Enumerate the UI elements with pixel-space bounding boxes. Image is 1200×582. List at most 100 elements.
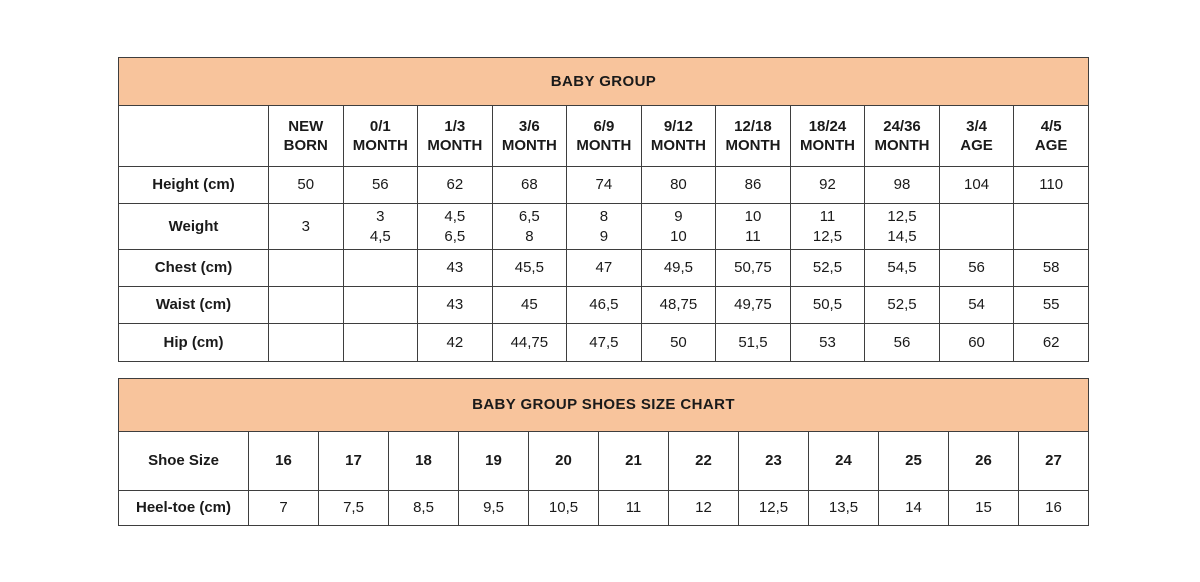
size-table-column-header-3: 3/6 MONTH	[491, 105, 568, 167]
size-table-row-label: Height (cm)	[118, 166, 269, 204]
size-table-cell-1-10	[1013, 203, 1089, 250]
shoes-table-cell-1-0: 7	[248, 490, 319, 526]
shoes-table-cell-0-1: 17	[318, 431, 389, 491]
size-table-row-label: Chest (cm)	[118, 249, 269, 287]
size-table-cell-0-0: 50	[268, 166, 344, 204]
size-table-cell-2-3: 45,5	[491, 249, 568, 287]
size-table-column-header-7: 18/24 MONTH	[789, 105, 866, 167]
shoes-table-cell-1-8: 13,5	[808, 490, 879, 526]
size-table-cell-2-2: 43	[417, 249, 493, 287]
size-table-cell-0-1: 56	[342, 166, 419, 204]
size-table-cell-4-0	[268, 323, 344, 362]
size-table-cell-2-8: 54,5	[864, 249, 940, 287]
size-table-cell-2-1	[342, 249, 419, 287]
shoes-table-row-label: Shoe Size	[118, 431, 249, 491]
size-table-cell-2-0	[268, 249, 344, 287]
size-table-cell-3-2: 43	[417, 286, 493, 324]
size-table-row-label: Waist (cm)	[118, 286, 269, 324]
size-table-row-label: Hip (cm)	[118, 323, 269, 362]
size-table-cell-2-10: 58	[1013, 249, 1089, 287]
baby-group-shoes-table: BABY GROUP SHOES SIZE CHART Shoe Size 16 1…	[118, 378, 1089, 526]
size-table-cell-4-4: 47,5	[566, 323, 642, 362]
shoes-table-row-label: Heel-toe (cm)	[118, 490, 249, 526]
baby-group-size-table: BABY GROUP NEW BORN 0/1 MONTH 1/3 MONTH 3/6…	[118, 57, 1089, 362]
size-table-row: Height (cm) 50 56 62 68 74 80 86 92 98 104 110	[118, 166, 1089, 204]
size-table-column-header-6: 12/18 MONTH	[715, 105, 791, 167]
size-table-cell-1-6: 10 11	[715, 203, 791, 250]
size-table-cell-1-3: 6,5 8	[491, 203, 568, 250]
size-table-cell-4-6: 51,5	[715, 323, 791, 362]
size-table-column-header-4: 6/9 MONTH	[566, 105, 642, 167]
size-table-cell-4-7: 53	[789, 323, 866, 362]
shoes-table-cell-0-3: 19	[458, 431, 529, 491]
size-table-cell-0-3: 68	[491, 166, 568, 204]
size-table-cell-4-8: 56	[864, 323, 940, 362]
size-table-cell-1-9	[938, 203, 1015, 250]
shoes-table-cell-1-6: 12	[668, 490, 739, 526]
size-table-row: Chest (cm) 43 45,5 47 49,5 50,75 52,5 54,5 56 58	[118, 249, 1089, 287]
shoes-table-cell-0-6: 22	[668, 431, 739, 491]
size-table-cell-3-1	[342, 286, 419, 324]
size-table-cell-3-3: 45	[491, 286, 568, 324]
size-table-cell-4-5: 50	[640, 323, 717, 362]
shoes-table-cell-0-7: 23	[738, 431, 809, 491]
size-table-row: Hip (cm) 42 44,75 47,5 50 51,5 53 56 60 62	[118, 323, 1089, 362]
size-table-cell-2-6: 50,75	[715, 249, 791, 287]
size-table-cell-3-9: 54	[938, 286, 1015, 324]
size-table-cell-1-2: 4,5 6,5	[417, 203, 493, 250]
size-table-cell-1-8: 12,5 14,5	[864, 203, 940, 250]
size-table-row-label: Weight	[118, 203, 269, 250]
size-table-corner-cell	[118, 105, 269, 167]
size-table-cell-1-5: 9 10	[640, 203, 717, 250]
shoes-table-row: Shoe Size 16 17 18 19 20 21 22 23 24 25 26 27	[118, 431, 1089, 491]
size-table-cell-0-4: 74	[566, 166, 642, 204]
shoes-table-cell-1-1: 7,5	[318, 490, 389, 526]
size-table-cell-3-10: 55	[1013, 286, 1089, 324]
size-table-cell-3-8: 52,5	[864, 286, 940, 324]
size-table-cell-4-2: 42	[417, 323, 493, 362]
size-table-cell-4-10: 62	[1013, 323, 1089, 362]
size-table-column-header-1: 0/1 MONTH	[342, 105, 419, 167]
shoes-table-cell-1-11: 16	[1018, 490, 1089, 526]
baby-group-table-title: BABY GROUP	[118, 57, 1089, 106]
size-table-cell-3-5: 48,75	[640, 286, 717, 324]
size-table-cell-1-4: 8 9	[566, 203, 642, 250]
size-table-cell-2-4: 47	[566, 249, 642, 287]
shoes-table-cell-1-3: 9,5	[458, 490, 529, 526]
shoes-table-cell-1-4: 10,5	[528, 490, 599, 526]
size-table-cell-0-6: 86	[715, 166, 791, 204]
shoes-table-cell-1-7: 12,5	[738, 490, 809, 526]
size-table-cell-0-5: 80	[640, 166, 717, 204]
shoes-table-row: Heel-toe (cm) 7 7,5 8,5 9,5 10,5 11 12 12,5 13,5 1…	[118, 490, 1089, 526]
size-table-cell-3-7: 50,5	[789, 286, 866, 324]
size-table-cell-4-9: 60	[938, 323, 1015, 362]
size-table-column-header-5: 9/12 MONTH	[640, 105, 717, 167]
size-table-cell-3-0	[268, 286, 344, 324]
size-table-cell-3-4: 46,5	[566, 286, 642, 324]
size-table-cell-0-7: 92	[789, 166, 866, 204]
size-table-cell-1-1: 3 4,5	[342, 203, 419, 250]
shoes-table-cell-0-8: 24	[808, 431, 879, 491]
size-table-cell-1-7: 11 12,5	[789, 203, 866, 250]
size-table-cell-1-0: 3	[268, 203, 344, 250]
shoes-table-cell-0-4: 20	[528, 431, 599, 491]
shoes-table-title: BABY GROUP SHOES SIZE CHART	[118, 378, 1089, 432]
size-table-column-header-0: NEW BORN	[268, 105, 344, 167]
size-table-cell-0-10: 110	[1013, 166, 1089, 204]
size-table-header-row: NEW BORN 0/1 MONTH 1/3 MONTH 3/6 MONTH 6/9 M…	[118, 105, 1089, 167]
size-table-cell-2-5: 49,5	[640, 249, 717, 287]
shoes-table-cell-1-10: 15	[948, 490, 1019, 526]
shoes-table-cell-1-2: 8,5	[388, 490, 459, 526]
size-table-column-header-2: 1/3 MONTH	[417, 105, 493, 167]
size-table-cell-0-2: 62	[417, 166, 493, 204]
size-table-cell-4-1	[342, 323, 419, 362]
size-table-column-header-9: 3/4 AGE	[938, 105, 1015, 167]
size-table-cell-4-3: 44,75	[491, 323, 568, 362]
size-table-cell-2-7: 52,5	[789, 249, 866, 287]
size-table-cell-3-6: 49,75	[715, 286, 791, 324]
shoes-table-cell-0-0: 16	[248, 431, 319, 491]
shoes-table-cell-0-9: 25	[878, 431, 949, 491]
size-table-column-header-10: 4/5 AGE	[1013, 105, 1089, 167]
